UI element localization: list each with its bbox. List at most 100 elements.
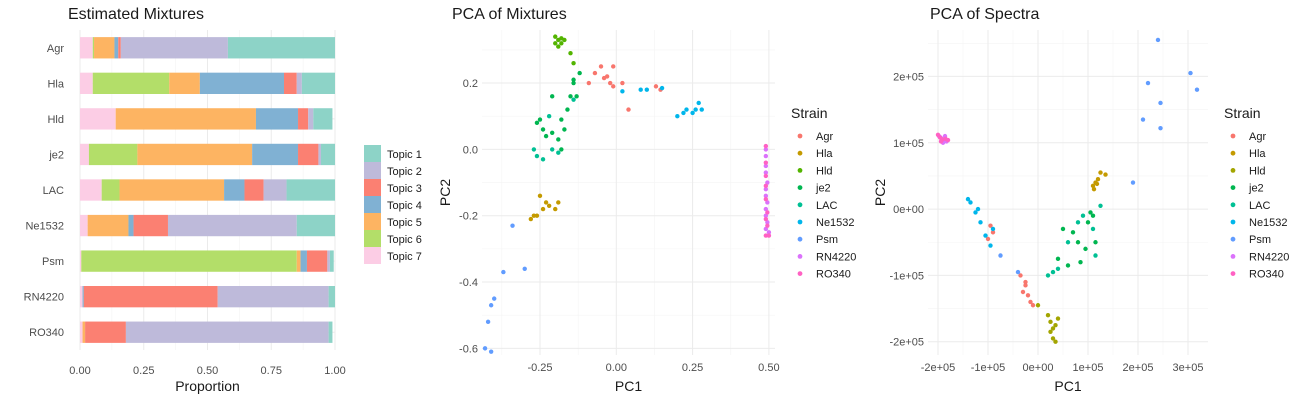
- point-rn4220: [763, 163, 769, 169]
- point-hla: [1098, 170, 1103, 175]
- point-je2: [1083, 246, 1088, 252]
- point-hla: [540, 206, 546, 212]
- point-ne1532: [675, 114, 680, 119]
- legend-label: Ne1532: [816, 217, 855, 229]
- legend-label: Hld: [1249, 165, 1266, 177]
- point-ne1532: [973, 210, 978, 215]
- point-je2: [540, 127, 546, 132]
- legend-label: Topic 1: [387, 149, 422, 161]
- y-tick-label: 2e+05: [893, 71, 924, 83]
- legend-key-psm: [797, 236, 803, 242]
- point-hld: [1053, 339, 1058, 344]
- point-rn4220: [766, 230, 772, 235]
- point-ne1532: [988, 243, 993, 248]
- y-tick-label: Psm: [42, 256, 64, 268]
- point-rn4220: [763, 226, 769, 232]
- legend-key-topic-6: [364, 230, 381, 247]
- point-agr: [611, 84, 616, 89]
- point-ne1532: [681, 110, 686, 116]
- point-lac: [1080, 213, 1086, 218]
- point-ne1532: [696, 100, 701, 106]
- bar-segment-topic-7: [80, 37, 93, 59]
- point-psm: [488, 303, 494, 308]
- chart-title: PCA of Spectra: [930, 6, 1039, 23]
- point-agr: [601, 75, 607, 81]
- point-agr: [1025, 293, 1031, 298]
- point-je2: [543, 133, 549, 139]
- bar-segment-topic-2: [308, 108, 314, 130]
- y-tick-label: RN4220: [24, 292, 64, 304]
- point-ne1532: [983, 233, 988, 238]
- y-axis-title: PC2: [437, 179, 453, 206]
- x-tick-label: 0.00: [69, 365, 90, 377]
- point-je2: [562, 127, 567, 132]
- point-hld: [1050, 326, 1056, 331]
- point-agr: [626, 107, 631, 112]
- point-psm: [1130, 180, 1136, 185]
- legend-key-lac: [1230, 202, 1236, 208]
- bar-segment-topic-7: [80, 250, 82, 272]
- point-agr: [607, 80, 613, 86]
- point-ne1532: [990, 226, 996, 232]
- point-je2: [1085, 220, 1091, 225]
- y-tick-label: Hld: [47, 114, 64, 126]
- chart-title-mixtures: Estimated Mixtures: [68, 6, 204, 23]
- x-axis-title: PC1: [1054, 378, 1081, 394]
- point-hla: [1091, 186, 1097, 192]
- y-tick-label: -0.6: [459, 343, 478, 355]
- bar-segment-topic-5: [296, 250, 301, 272]
- point-hla: [534, 213, 540, 218]
- bar-segment-topic-5: [115, 108, 256, 130]
- bar-segment-topic-3: [244, 179, 264, 201]
- point-psm: [998, 253, 1003, 258]
- bar-segment-topic-6: [88, 143, 138, 166]
- legend-key-agr: [1230, 133, 1236, 139]
- legend-label: Topic 6: [387, 234, 422, 246]
- point-psm: [1158, 100, 1163, 106]
- bar-segment-topic-2: [296, 72, 302, 94]
- bar-segment-topic-4: [224, 179, 245, 201]
- point-ne1532: [620, 89, 625, 94]
- bar-segment-topic-1: [313, 108, 333, 130]
- legend-label: Topic 5: [387, 217, 422, 229]
- legend-label: RN4220: [816, 251, 856, 263]
- point-agr: [1023, 283, 1028, 288]
- point-lac: [1065, 240, 1071, 245]
- bar-segment-topic-4: [199, 72, 284, 94]
- legend-key-hla: [797, 150, 803, 156]
- point-hla: [556, 200, 561, 205]
- point-rn4220: [763, 153, 769, 159]
- point-psm: [510, 223, 515, 228]
- point-hld: [571, 60, 576, 66]
- bar-segment-topic-7: [80, 72, 93, 94]
- point-lac: [534, 153, 540, 159]
- bar-segment-topic-1: [301, 72, 335, 94]
- point-hld: [1048, 319, 1053, 325]
- point-lac: [1055, 266, 1061, 271]
- point-rn4220: [763, 206, 769, 212]
- bar-segment-topic-3: [306, 250, 328, 272]
- point-je2: [1090, 213, 1096, 218]
- point-hla: [1090, 183, 1096, 189]
- point-ne1532: [693, 107, 698, 112]
- bar-segment-topic-7: [80, 108, 116, 130]
- bar-segment-topic-4: [300, 250, 307, 272]
- bar-segment-topic-5: [119, 179, 225, 201]
- legend-key-hld: [797, 168, 803, 173]
- point-hld: [1045, 313, 1051, 318]
- point-psm: [492, 296, 497, 301]
- x-tick-label: -1e+05: [971, 362, 1006, 374]
- point-ne1532: [968, 200, 973, 205]
- point-je2: [571, 80, 576, 86]
- point-je2: [1093, 240, 1098, 245]
- point-hld: [556, 44, 561, 49]
- y-tick-label: Hla: [47, 78, 64, 90]
- point-rn4220: [765, 200, 770, 205]
- point-hla: [531, 213, 537, 218]
- bar-segment-topic-5: [87, 214, 129, 237]
- legend-key-ne1532: [1230, 219, 1236, 225]
- bar-segment-topic-3: [298, 108, 309, 130]
- bar-segment-topic-2: [217, 286, 329, 308]
- point-rn4220: [763, 147, 769, 152]
- point-hla: [537, 193, 543, 199]
